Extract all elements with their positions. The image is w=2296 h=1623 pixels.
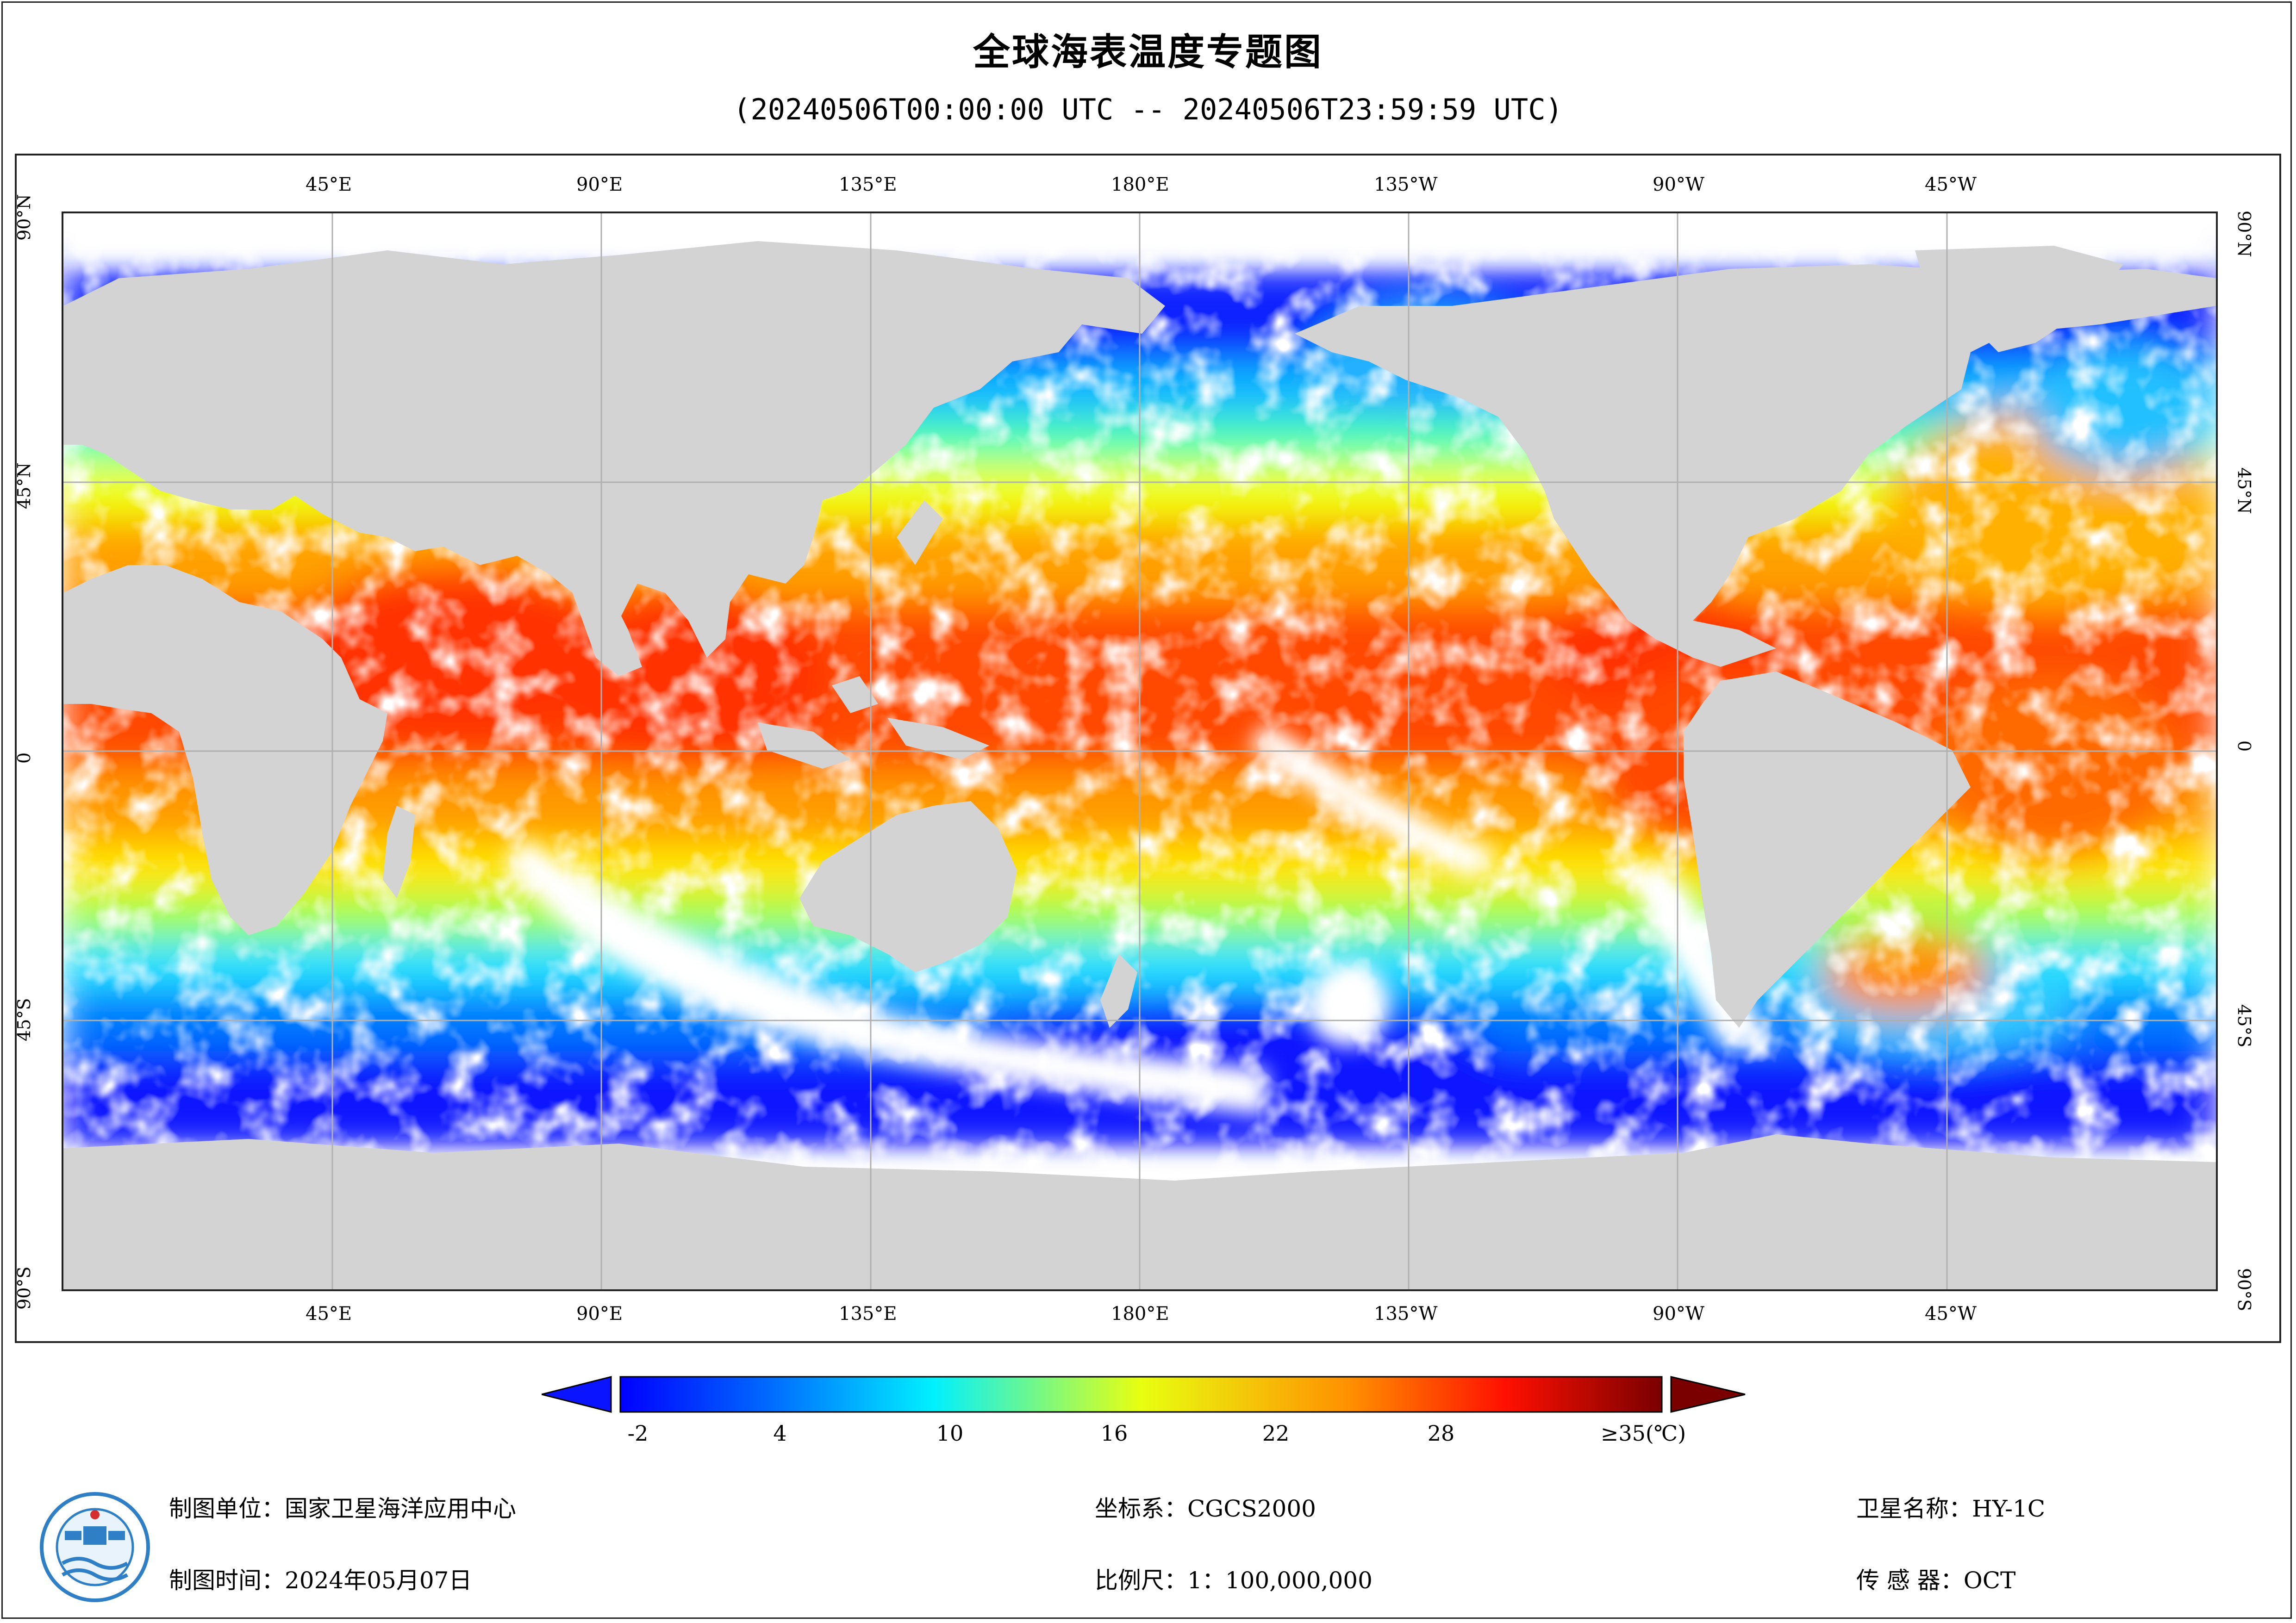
colorbar-tick-28: 28 [1427, 1421, 1455, 1446]
lon-label-top-90w: 90°W [1653, 174, 1705, 195]
lon-label-top-45e: 45°E [306, 174, 352, 195]
lon-label-bottom-135e: 135°E [839, 1303, 897, 1325]
coordinate-system: 坐标系：CGCS2000 [1095, 1495, 1316, 1522]
lon-label-top-45w: 45°W [1925, 174, 1977, 195]
lon-label-bottom-135w: 135°W [1374, 1303, 1438, 1325]
map-subtitle: (20240506T00:00:00 UTC -- 20240506T23:59… [733, 93, 1563, 126]
satellite-name: 卫星名称：HY-1C [1856, 1495, 2046, 1522]
sst-map-canvas [63, 213, 2216, 1289]
colorbar-gradient [619, 1376, 1663, 1413]
lat-label-left-90n: 90°N [14, 194, 34, 241]
mapping-unit: 制图单位：国家卫星海洋应用中心 [169, 1495, 516, 1522]
sst-colorbar [542, 1376, 1746, 1413]
lon-label-top-180e: 180°E [1111, 174, 1169, 195]
graticule [63, 213, 2216, 1289]
colorbar-tick-minus2: -2 [627, 1421, 649, 1446]
lat-label-right-90n: 90°N [2234, 211, 2254, 257]
colorbar-tick-10: 10 [936, 1421, 964, 1446]
colorbar-unit-label: ≥35(℃) [1600, 1421, 1686, 1446]
mapping-time: 制图时间：2024年05月07日 [169, 1567, 472, 1594]
lat-label-left-90s: 90°S [14, 1266, 34, 1310]
lon-label-bottom-90w: 90°W [1653, 1303, 1705, 1325]
lon-label-bottom-90e: 90°E [576, 1303, 623, 1325]
lat-label-right-45s: 45°S [2234, 1004, 2254, 1048]
sensor-name: 传 感 器：OCT [1856, 1567, 2016, 1594]
colorbar-tick-16: 16 [1100, 1421, 1128, 1446]
lon-label-bottom-180e: 180°E [1111, 1303, 1169, 1325]
lat-label-left-45n: 45°N [14, 462, 34, 509]
colorbar-max-arrow [1670, 1376, 1746, 1413]
lat-label-right-90s: 90°S [2234, 1268, 2254, 1312]
lat-label-left-45s: 45°S [14, 998, 34, 1041]
lon-label-bottom-45e: 45°E [306, 1303, 352, 1325]
lon-label-bottom-45w: 45°W [1925, 1303, 1977, 1325]
lat-label-right-45n: 45°N [2234, 467, 2254, 514]
lon-label-top-90e: 90°E [576, 174, 623, 195]
map-frame [15, 154, 2281, 1343]
colorbar-tick-22: 22 [1262, 1421, 1290, 1446]
colorbar-min-arrow [542, 1376, 612, 1413]
sst-map [62, 211, 2218, 1291]
lon-label-top-135e: 135°E [839, 174, 897, 195]
map-title: 全球海表温度专题图 [973, 31, 1323, 74]
lon-label-top-135w: 135°W [1374, 174, 1438, 195]
map-scale: 比例尺：1：100,000,000 [1095, 1567, 1373, 1594]
nsoas-logo [40, 1492, 150, 1602]
colorbar-tick-4: 4 [773, 1421, 787, 1446]
lat-label-left-0: 0 [14, 752, 34, 764]
lat-label-right-0: 0 [2234, 740, 2254, 752]
